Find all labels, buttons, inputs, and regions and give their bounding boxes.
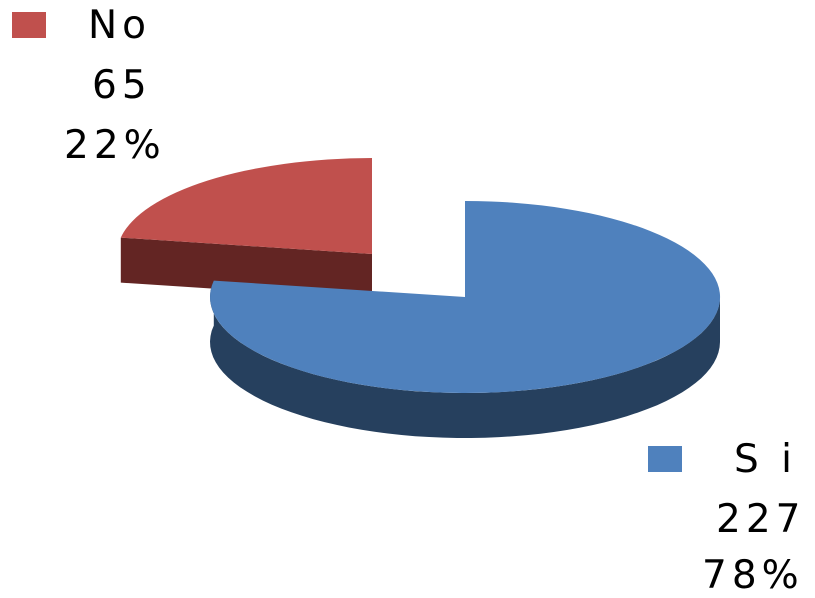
legend-swatch-no [12, 12, 46, 38]
label-si-value: 227 [716, 497, 806, 542]
pie-slice-no-side [120, 237, 372, 299]
label-no-percent: 22% [64, 123, 166, 168]
label-si-percent: 78% [702, 553, 804, 598]
label-no-name: No [88, 3, 152, 48]
pie-slice-si-side [210, 280, 720, 438]
label-no-value: 65 [92, 63, 152, 108]
pie-slice-no [120, 158, 372, 254]
legend-swatch-si [648, 446, 682, 472]
pie-slice-si [210, 201, 721, 393]
label-si-name: S i [734, 437, 797, 482]
